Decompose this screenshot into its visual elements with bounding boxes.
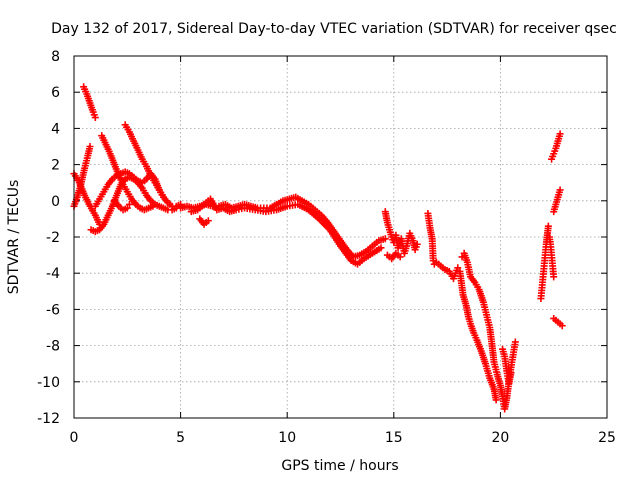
data-point: [396, 253, 404, 261]
axis-ticks: [73, 55, 608, 419]
series-track-s: [550, 186, 564, 216]
data-point: [377, 244, 385, 252]
y-tick-label: -6: [46, 302, 60, 318]
data-point: [544, 222, 552, 230]
data-point: [123, 204, 131, 212]
data-point: [550, 273, 558, 281]
y-tick-label: -12: [37, 411, 60, 427]
y-tick-label: -4: [46, 266, 60, 282]
data-point: [86, 143, 94, 150]
data-point: [149, 202, 157, 210]
plot-frame: [73, 55, 608, 419]
x-tick-label: 5: [176, 430, 185, 446]
grid-lines: [74, 56, 607, 418]
chart-title: Day 132 of 2017, Sidereal Day-to-day VTE…: [51, 21, 617, 37]
x-tick-label: 20: [491, 430, 509, 446]
series-track-c: [80, 83, 99, 122]
data-point: [381, 235, 389, 243]
series-track-main-2: [187, 195, 385, 268]
series-track-m: [432, 258, 500, 404]
data-point: [558, 322, 566, 330]
data-points: [70, 83, 566, 413]
y-tick-label: 6: [51, 85, 60, 101]
y-tick-label: -2: [46, 230, 60, 246]
data-point: [125, 200, 133, 208]
data-point: [556, 186, 564, 194]
series-track-k: [383, 249, 404, 263]
series-track-q: [545, 233, 558, 281]
y-tick-label: 8: [51, 49, 60, 65]
series-track-h: [111, 197, 133, 214]
y-tick-label: -8: [46, 339, 60, 355]
series-track-l: [424, 209, 438, 268]
series-track-i: [196, 215, 212, 228]
data-point: [511, 338, 519, 346]
data-point: [507, 369, 515, 377]
data-point: [492, 396, 500, 404]
series-track-g: [121, 121, 185, 210]
data-point: [454, 264, 462, 272]
y-tick-label: 0: [51, 194, 60, 210]
series-track-e: [98, 132, 157, 214]
series-track-n: [458, 249, 519, 413]
data-point: [204, 217, 212, 225]
data-point: [91, 114, 99, 122]
x-axis-title: GPS time / hours: [281, 458, 398, 474]
series-track-t: [550, 314, 566, 330]
y-tick-label: -10: [37, 375, 60, 391]
series-track-o: [499, 345, 515, 388]
x-tick-label: 25: [598, 430, 616, 446]
series-track-b: [70, 143, 94, 210]
data-point: [413, 240, 421, 248]
y-tick-label: 2: [51, 158, 60, 174]
data-point: [556, 130, 564, 138]
y-tick-label: 4: [51, 121, 60, 137]
x-tick-label: 0: [70, 430, 79, 446]
series-track-r: [548, 130, 564, 163]
x-tick-label: 10: [278, 430, 296, 446]
series-track-j: [381, 208, 421, 257]
y-axis-title: SDTVAR / TECUs: [6, 180, 22, 295]
tick-labels: 0 5 10 15 20 25 -12 -10 -8 -6 -4 -2 0 2 4 6 8: [37, 49, 616, 446]
x-tick-label: 15: [385, 430, 403, 446]
